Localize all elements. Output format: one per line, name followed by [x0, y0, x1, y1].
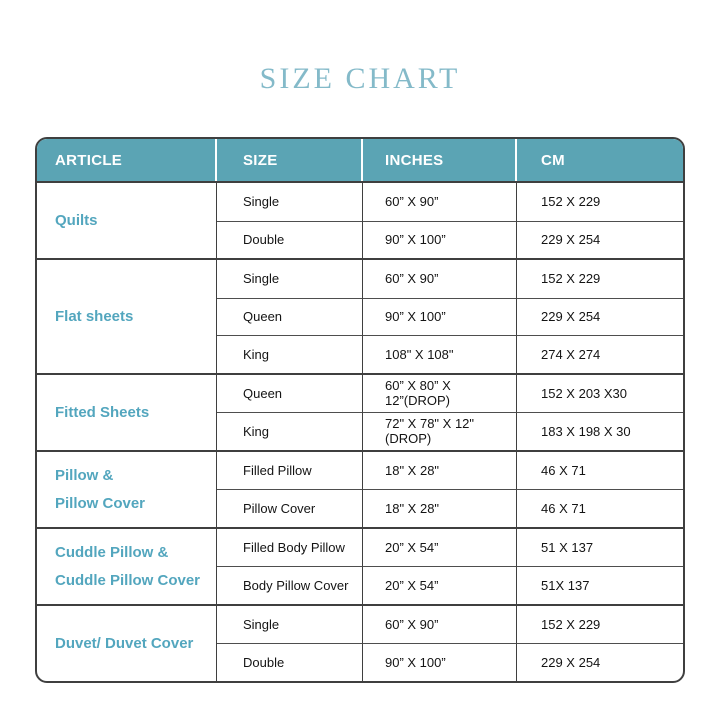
cm-cell: 51 X 137	[541, 539, 594, 555]
cm-cell: 183 X 198 X 30	[517, 412, 683, 450]
inches-cell: 90” X 100”	[363, 220, 517, 258]
inches-cell: 108" X 108"	[363, 335, 517, 373]
inches-cell: 18" X 28"	[363, 489, 517, 527]
article-label: Fitted Sheets	[37, 374, 217, 450]
size-cell: Queen	[217, 297, 363, 335]
size-cell: Pillow Cover	[217, 489, 363, 527]
column-header-article: ARTICLE	[37, 139, 217, 181]
inches-cell: 90” X 100”	[363, 297, 517, 335]
size-cell: Body Pillow Cover	[217, 566, 363, 604]
size-cell: Queen	[217, 374, 363, 412]
cm-cell: 46 X 71	[541, 462, 586, 478]
article-label: Quilts	[37, 183, 217, 258]
table-group-flat-sheets: Flat sheets Single 60” X 90” 152 X 229 Q…	[37, 258, 683, 373]
table-header-row: ARTICLE SIZE INCHES CM	[37, 139, 683, 183]
inches-cell: 72" X 78" X 12"(DROP)	[363, 412, 517, 450]
article-label-line: Quilts	[55, 212, 98, 229]
inches-cell: 18" X 28"	[363, 451, 517, 489]
article-label-line: Pillow &	[55, 466, 114, 484]
inches-cell: 60” X 80” X 12”(DROP)	[363, 374, 517, 412]
cm-cell: 229 X 254	[517, 297, 683, 336]
cm-cell: 152 X 203 X30	[541, 385, 628, 401]
cm-cell: 152 X 229	[541, 271, 601, 287]
article-label: Pillow & Pillow Cover	[37, 451, 217, 527]
inches-cell: 90” X 100”	[363, 643, 517, 681]
table-group-duvet: Duvet/ Duvet Cover Single 60” X 90” 152 …	[37, 603, 683, 681]
article-label: Cuddle Pillow & Cuddle Pillow Cover	[37, 528, 217, 604]
article-label: Duvet/ Duvet Cover	[37, 605, 217, 681]
cm-cell: 152 X 229	[541, 194, 601, 210]
table-group-quilts: Quilts Single 60” X 90” 152 X 229 Double…	[37, 183, 683, 258]
cm-cell: 229 X 254	[517, 220, 683, 259]
table-group-pillow: Pillow & Pillow Cover Filled Pillow 18" …	[37, 449, 683, 527]
inches-cell: 20” X 54”	[363, 566, 517, 604]
size-cell: Single	[217, 260, 363, 298]
size-cell: Filled Pillow	[217, 451, 363, 489]
table-group-fitted-sheets: Fitted Sheets Queen 60” X 80” X 12”(DROP…	[37, 372, 683, 450]
article-label-line: Duvet/ Duvet Cover	[55, 634, 194, 652]
article-label: Flat sheets	[37, 260, 217, 373]
size-cell: Double	[217, 643, 363, 681]
column-header-inches: INCHES	[363, 139, 517, 181]
size-cell: Filled Body Pillow	[217, 528, 363, 566]
cm-cell: 229 X 254	[517, 643, 683, 681]
article-label-line: Fitted Sheets	[55, 403, 150, 421]
size-cell: King	[217, 335, 363, 373]
column-header-size: SIZE	[217, 139, 363, 181]
size-chart-table: ARTICLE SIZE INCHES CM Quilts Single 60”…	[35, 137, 685, 683]
article-label-line: Pillow Cover	[55, 494, 146, 512]
cm-cell: 46 X 71	[517, 489, 683, 527]
cm-cell: 274 X 274	[517, 335, 683, 373]
size-cell: Double	[217, 220, 363, 258]
inches-cell: 60” X 90”	[363, 605, 517, 643]
inches-cell: 60” X 90”	[363, 260, 517, 298]
cm-cell: 51X 137	[517, 566, 683, 604]
cm-cell: 152 X 229	[541, 616, 601, 632]
article-label-line: Cuddle Pillow Cover	[55, 571, 201, 589]
article-label-line: Flat sheets	[55, 307, 134, 325]
size-cell: Single	[217, 183, 363, 221]
article-label-line: Cuddle Pillow &	[55, 543, 169, 561]
table-group-cuddle-pillow: Cuddle Pillow & Cuddle Pillow Cover Fill…	[37, 526, 683, 604]
inches-cell: 20” X 54”	[363, 528, 517, 566]
column-header-cm: CM	[541, 151, 565, 169]
size-cell: Single	[217, 605, 363, 643]
page-title: SIZE CHART	[259, 62, 461, 95]
inches-cell: 60” X 90”	[363, 183, 517, 221]
size-cell: King	[217, 412, 363, 450]
